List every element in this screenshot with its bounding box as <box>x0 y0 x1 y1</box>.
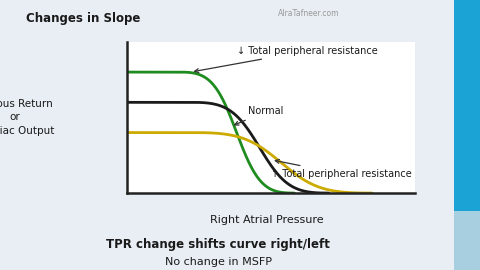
Text: Right Atrial Pressure: Right Atrial Pressure <box>210 215 323 225</box>
Text: Venous Return
or
Cardiac Output: Venous Return or Cardiac Output <box>0 99 54 136</box>
Text: TPR change shifts curve right/left: TPR change shifts curve right/left <box>107 238 330 251</box>
Text: ↓ Total peripheral resistance: ↓ Total peripheral resistance <box>195 46 377 73</box>
Text: ↑ Total peripheral resistance: ↑ Total peripheral resistance <box>271 160 412 179</box>
Text: No change in MSFP: No change in MSFP <box>165 257 272 267</box>
Text: AlraTafneer.com: AlraTafneer.com <box>278 9 340 18</box>
Text: Changes in Slope: Changes in Slope <box>26 12 141 25</box>
Text: Normal: Normal <box>235 106 284 125</box>
